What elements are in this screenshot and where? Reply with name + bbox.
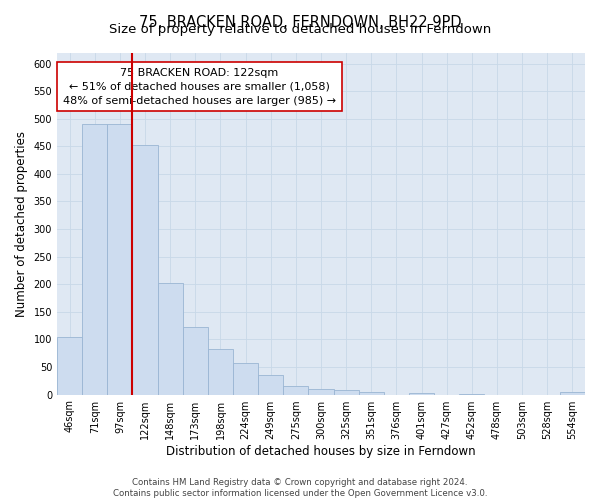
Bar [560,392,585,394]
Text: Size of property relative to detached houses in Ferndown: Size of property relative to detached ho… [109,24,491,36]
Bar [57,336,82,394]
Bar [409,393,434,394]
Y-axis label: Number of detached properties: Number of detached properties [15,130,28,316]
Bar [208,349,233,395]
Bar [82,124,107,394]
Bar [233,363,258,394]
Text: 75 BRACKEN ROAD: 122sqm
← 51% of detached houses are smaller (1,058)
48% of semi: 75 BRACKEN ROAD: 122sqm ← 51% of detache… [63,68,336,106]
Bar [183,328,208,394]
Text: 75, BRACKEN ROAD, FERNDOWN, BH22 9PD: 75, BRACKEN ROAD, FERNDOWN, BH22 9PD [139,15,461,30]
Bar [359,392,384,394]
Text: Contains HM Land Registry data © Crown copyright and database right 2024.
Contai: Contains HM Land Registry data © Crown c… [113,478,487,498]
Bar [158,283,183,395]
Bar [283,386,308,394]
Bar [107,124,133,394]
Bar [133,144,158,394]
Bar [334,390,359,394]
Bar [308,389,334,394]
X-axis label: Distribution of detached houses by size in Ferndown: Distribution of detached houses by size … [166,444,476,458]
Bar [258,374,283,394]
